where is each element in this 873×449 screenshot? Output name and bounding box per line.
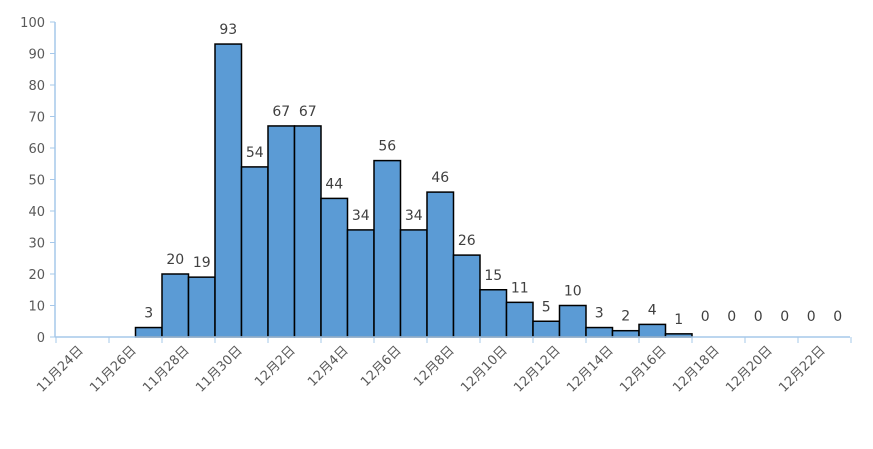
data-label: 0 [727, 309, 736, 325]
data-label: 0 [833, 309, 842, 325]
data-label: 3 [595, 306, 604, 322]
x-tick-label: 12月20日 [723, 343, 775, 395]
y-tick-label: 50 [28, 174, 45, 189]
data-label: 4 [648, 302, 657, 318]
data-label: 0 [701, 309, 710, 325]
data-label: 34 [405, 208, 423, 224]
bar [346, 229, 375, 338]
bar [187, 276, 216, 338]
x-tick-label: 12月4日 [305, 343, 352, 390]
data-label: 19 [193, 255, 211, 271]
x-tick-label: 11月24日 [34, 343, 86, 395]
data-label: 0 [780, 309, 789, 325]
bar [161, 273, 190, 338]
data-label: 0 [754, 309, 763, 325]
x-tick-label: 12月18日 [670, 343, 722, 395]
y-tick-label: 20 [28, 268, 45, 283]
bar [611, 329, 640, 338]
bar [134, 326, 163, 338]
x-tick-label: 11月30日 [193, 343, 245, 395]
bar [240, 166, 269, 338]
data-label: 54 [246, 145, 264, 161]
data-label: 26 [458, 233, 476, 249]
y-tick-label: 90 [28, 48, 45, 63]
y-tick-label: 0 [37, 331, 45, 346]
data-label: 44 [325, 176, 343, 192]
data-label: 11 [511, 280, 529, 296]
data-label: 15 [484, 268, 502, 284]
y-tick-label: 60 [28, 142, 45, 157]
data-label: 20 [166, 252, 184, 268]
bar [452, 254, 481, 338]
bar [426, 191, 455, 338]
x-tick-label: 12月2日 [252, 343, 299, 390]
y-tick-label: 10 [28, 300, 45, 315]
x-tick-label: 12月10日 [458, 343, 510, 395]
data-label: 0 [807, 309, 816, 325]
y-tick-label: 30 [28, 237, 45, 252]
x-tick-label: 12月8日 [411, 343, 458, 390]
x-tick-label: 11月26日 [87, 343, 139, 395]
y-tick-label: 100 [20, 16, 45, 31]
bar [293, 125, 322, 338]
y-tick-label: 70 [28, 111, 45, 126]
x-tick-label: 12月16日 [617, 343, 669, 395]
data-label: 67 [272, 104, 290, 120]
x-tick-label: 11月28日 [140, 343, 192, 395]
data-label: 3 [144, 306, 153, 322]
data-label: 56 [378, 139, 396, 155]
bars [134, 43, 693, 338]
bar [585, 326, 614, 338]
x-tick-label: 12月14日 [564, 343, 616, 395]
x-tick-label: 12月6日 [358, 343, 405, 390]
y-tick-label: 80 [28, 79, 45, 94]
x-tick-label: 12月12日 [511, 343, 563, 395]
x-axis-ticks: 11月24日 11月26日 11月28日 11月30日 12月2日 12月4日 12月6日 1… [34, 337, 852, 396]
data-label: 46 [431, 170, 449, 186]
bar [373, 159, 402, 338]
data-label: 2 [621, 309, 630, 325]
bar [505, 301, 534, 338]
bar [558, 304, 587, 338]
bar [214, 43, 243, 338]
data-label: 5 [542, 299, 551, 315]
bar [267, 125, 296, 338]
data-label: 34 [352, 208, 370, 224]
x-tick-label: 12月22日 [776, 343, 828, 395]
bar [532, 320, 561, 338]
data-label: 67 [299, 104, 317, 120]
data-label: 93 [219, 22, 237, 38]
y-tick-label: 40 [28, 205, 45, 220]
bar [479, 289, 508, 338]
bar [638, 323, 667, 338]
data-label: 1 [674, 312, 683, 328]
y-axis-ticks: 0 10 20 30 40 50 60 70 80 90 100 [20, 16, 55, 346]
bar [320, 197, 349, 338]
bar [399, 229, 428, 338]
axes [54, 22, 850, 338]
data-label: 10 [564, 284, 582, 300]
